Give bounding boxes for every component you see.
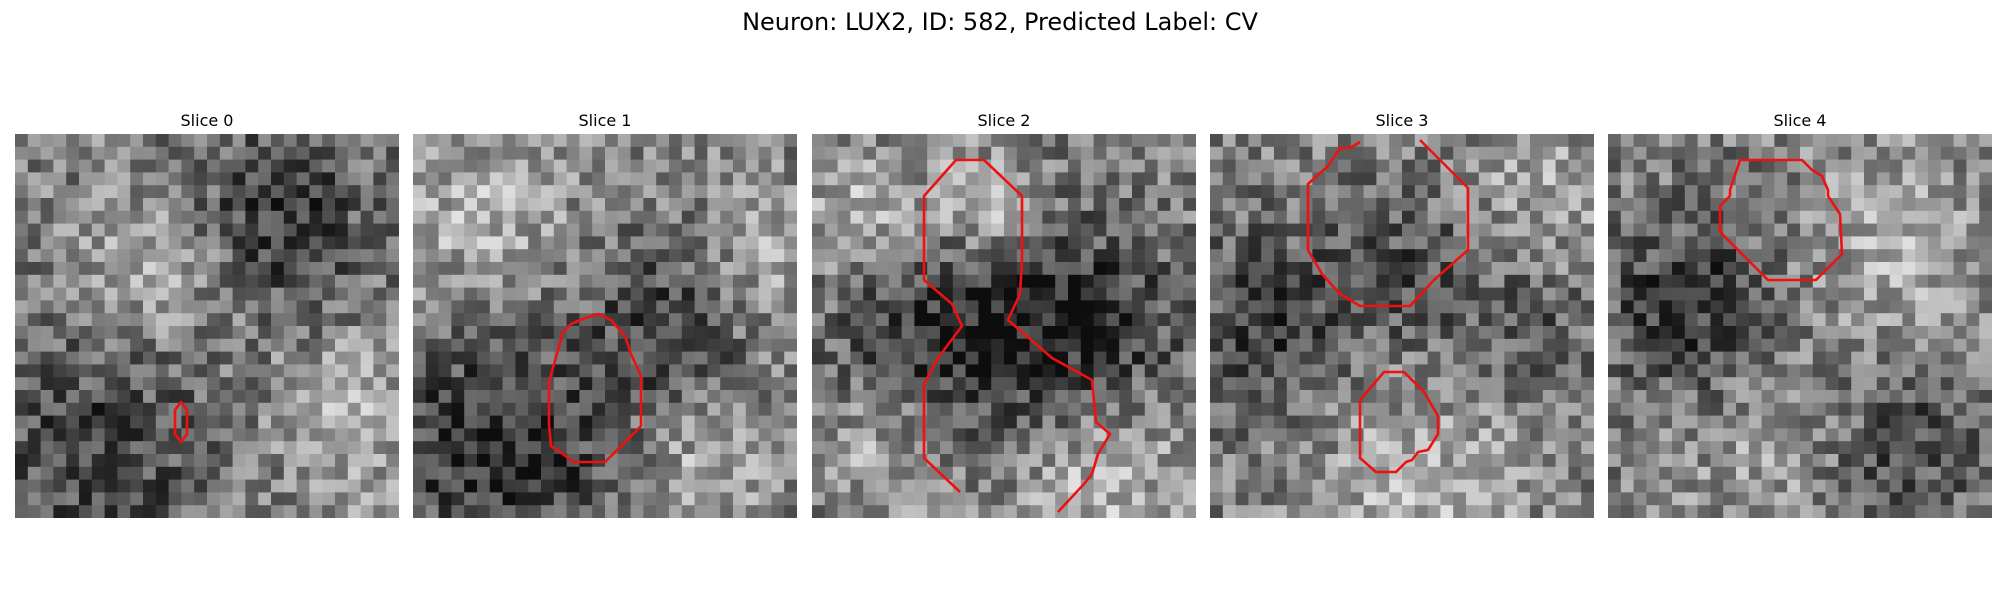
slice-heatmap — [1608, 134, 1992, 518]
roi-contour — [1306, 139, 1470, 308]
pixel-grid — [413, 134, 797, 518]
slice-heatmap — [1210, 134, 1594, 518]
pixel-grid — [1608, 134, 1992, 518]
pixel-grid — [15, 134, 399, 518]
slice-image — [812, 134, 1196, 518]
slice-heatmap — [413, 134, 797, 518]
slice-image — [1608, 134, 1992, 518]
slice-title: Slice 1 — [578, 111, 632, 130]
slice-title: Slice 0 — [180, 111, 234, 130]
slice-panel-0: Slice 0 — [15, 108, 399, 518]
slice-image — [1210, 134, 1594, 518]
roi-contour — [1718, 158, 1844, 282]
slice-heatmap — [15, 134, 399, 518]
roi-contour — [173, 400, 189, 444]
slice-panel-4: Slice 4 — [1608, 108, 1992, 518]
slice-panel-2: Slice 2 — [812, 108, 1196, 518]
roi-contours — [547, 312, 643, 464]
slice-image — [413, 134, 797, 518]
slice-image — [15, 134, 399, 518]
roi-contours — [922, 158, 1112, 513]
slice-panel-1: Slice 1 — [413, 108, 797, 518]
pixel-grid — [812, 134, 1196, 518]
slice-panel-3: Slice 3 — [1210, 108, 1594, 518]
roi-contours — [173, 400, 189, 444]
slice-title: Slice 2 — [977, 111, 1031, 130]
pixel-grid — [1210, 134, 1594, 518]
slice-title: Slice 3 — [1375, 111, 1429, 130]
slice-heatmap — [812, 134, 1196, 518]
roi-contour — [1358, 370, 1440, 474]
roi-contours — [1306, 139, 1470, 474]
slice-title: Slice 4 — [1773, 111, 1827, 130]
roi-contour — [547, 312, 643, 464]
roi-contour — [922, 158, 1112, 513]
roi-contours — [1718, 158, 1844, 282]
figure-title: Neuron: LUX2, ID: 582, Predicted Label: … — [742, 8, 1258, 36]
